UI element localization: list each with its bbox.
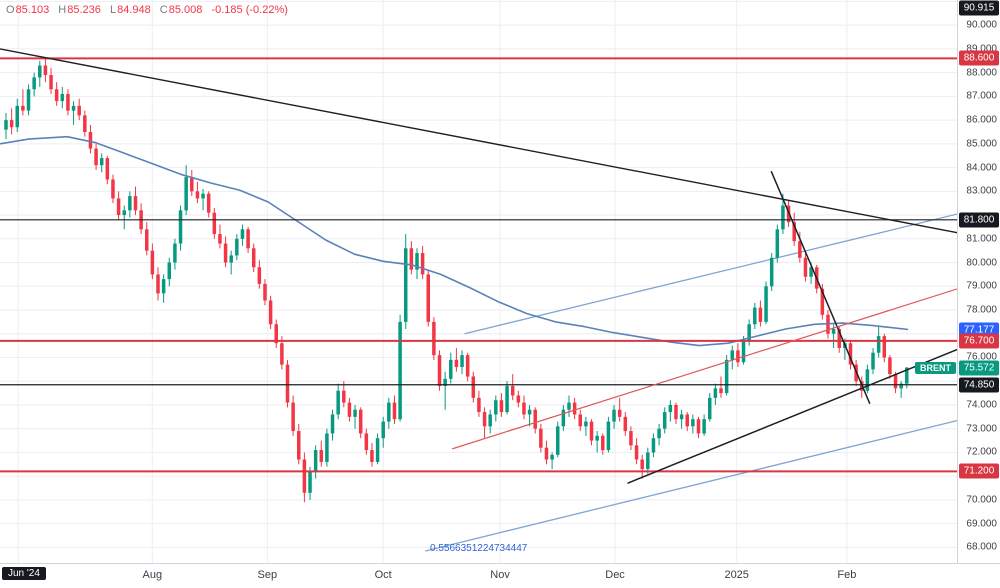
channel-lower[interactable] xyxy=(425,419,958,552)
price-label-badge: 76.700 xyxy=(959,333,999,349)
symbol-tag: BRENT xyxy=(915,361,956,374)
price-tick: 83.000 xyxy=(966,185,997,197)
channel-upper[interactable] xyxy=(464,213,958,335)
moving-average-line xyxy=(0,135,909,347)
price-label-badge: 88.600 xyxy=(959,50,999,66)
ohlc-display: O85.103 H85.236 L84.948 C85.008 -0.185 (… xyxy=(6,4,288,16)
time-axis-label: Oct xyxy=(374,569,392,581)
price-tick: 68.000 xyxy=(966,541,997,553)
time-axis-label: Aug xyxy=(142,569,163,581)
price-tick: 76.000 xyxy=(966,351,997,363)
price-tick: 86.000 xyxy=(966,114,997,126)
high-value: 85.236 xyxy=(67,4,101,16)
open-label: O xyxy=(6,4,15,16)
time-axis-label: Sep xyxy=(257,569,278,581)
price-tick: 81.000 xyxy=(966,233,997,245)
trend-channel-lines[interactable] xyxy=(425,213,958,552)
ascending-trendline-black[interactable] xyxy=(627,348,958,484)
close-value: 85.008 xyxy=(168,4,203,16)
price-label-badge: 77.177 xyxy=(959,322,999,338)
price-label-badge: 90.915 xyxy=(959,0,999,16)
descending-trendline-major[interactable] xyxy=(0,48,958,234)
time-axis-label: Nov xyxy=(490,569,510,581)
price-tick: 70.000 xyxy=(966,494,997,506)
price-label-badge: 75.572 xyxy=(959,360,999,376)
price-tick: 84.000 xyxy=(966,162,997,174)
time-axis-badge: Jun '24 xyxy=(2,567,46,580)
trendlines[interactable] xyxy=(0,48,958,484)
price-tick: 85.000 xyxy=(966,138,997,150)
candlestick-series xyxy=(4,58,909,503)
price-label-badge: 71.200 xyxy=(959,463,999,479)
time-axis-label: Feb xyxy=(837,569,857,581)
price-tick: 89.000 xyxy=(966,43,997,55)
chart-plot-area[interactable]: O85.103 H85.236 L84.948 C85.008 -0.185 (… xyxy=(0,0,958,564)
price-tick: 78.000 xyxy=(966,304,997,316)
chart-canvas[interactable] xyxy=(0,0,958,564)
ascending-trendline-red[interactable] xyxy=(451,288,958,450)
price-tick: 73.000 xyxy=(966,423,997,435)
open-value: 85.103 xyxy=(15,4,50,16)
low-value: 84.948 xyxy=(117,4,151,16)
fib-level-label[interactable]: 0.5566351224734447 xyxy=(430,543,528,554)
price-tick: 72.000 xyxy=(966,446,997,458)
price-label-badge: 74.850 xyxy=(959,377,999,393)
descending-trendline-steep[interactable] xyxy=(770,170,871,405)
horizontal-price-lines[interactable] xyxy=(0,57,958,473)
price-tick: 69.000 xyxy=(966,518,997,530)
price-tick: 74.000 xyxy=(966,399,997,411)
price-tick: 87.000 xyxy=(966,90,997,102)
price-axis[interactable]: 90.000 89.000 88.000 87.000 86.000 85.000 84.0… xyxy=(957,0,1000,564)
price-tick: 88.000 xyxy=(966,67,997,79)
time-axis-label: Dec xyxy=(605,569,625,581)
price-tick: 90.000 xyxy=(966,19,997,31)
price-tick: 80.000 xyxy=(966,257,997,269)
time-axis-label: 2025 xyxy=(724,569,749,581)
price-tick: 79.000 xyxy=(966,280,997,292)
gridlines xyxy=(0,0,958,564)
low-label: L xyxy=(109,4,117,16)
time-axis[interactable]: Jun '24 Aug Sep Oct Nov Dec 2025 Feb xyxy=(0,563,1000,588)
close-label: C xyxy=(159,4,168,16)
price-label-badge: 81.800 xyxy=(959,212,999,228)
change-value: -0.185 (-0.22%) xyxy=(211,4,288,16)
high-label: H xyxy=(58,4,67,16)
